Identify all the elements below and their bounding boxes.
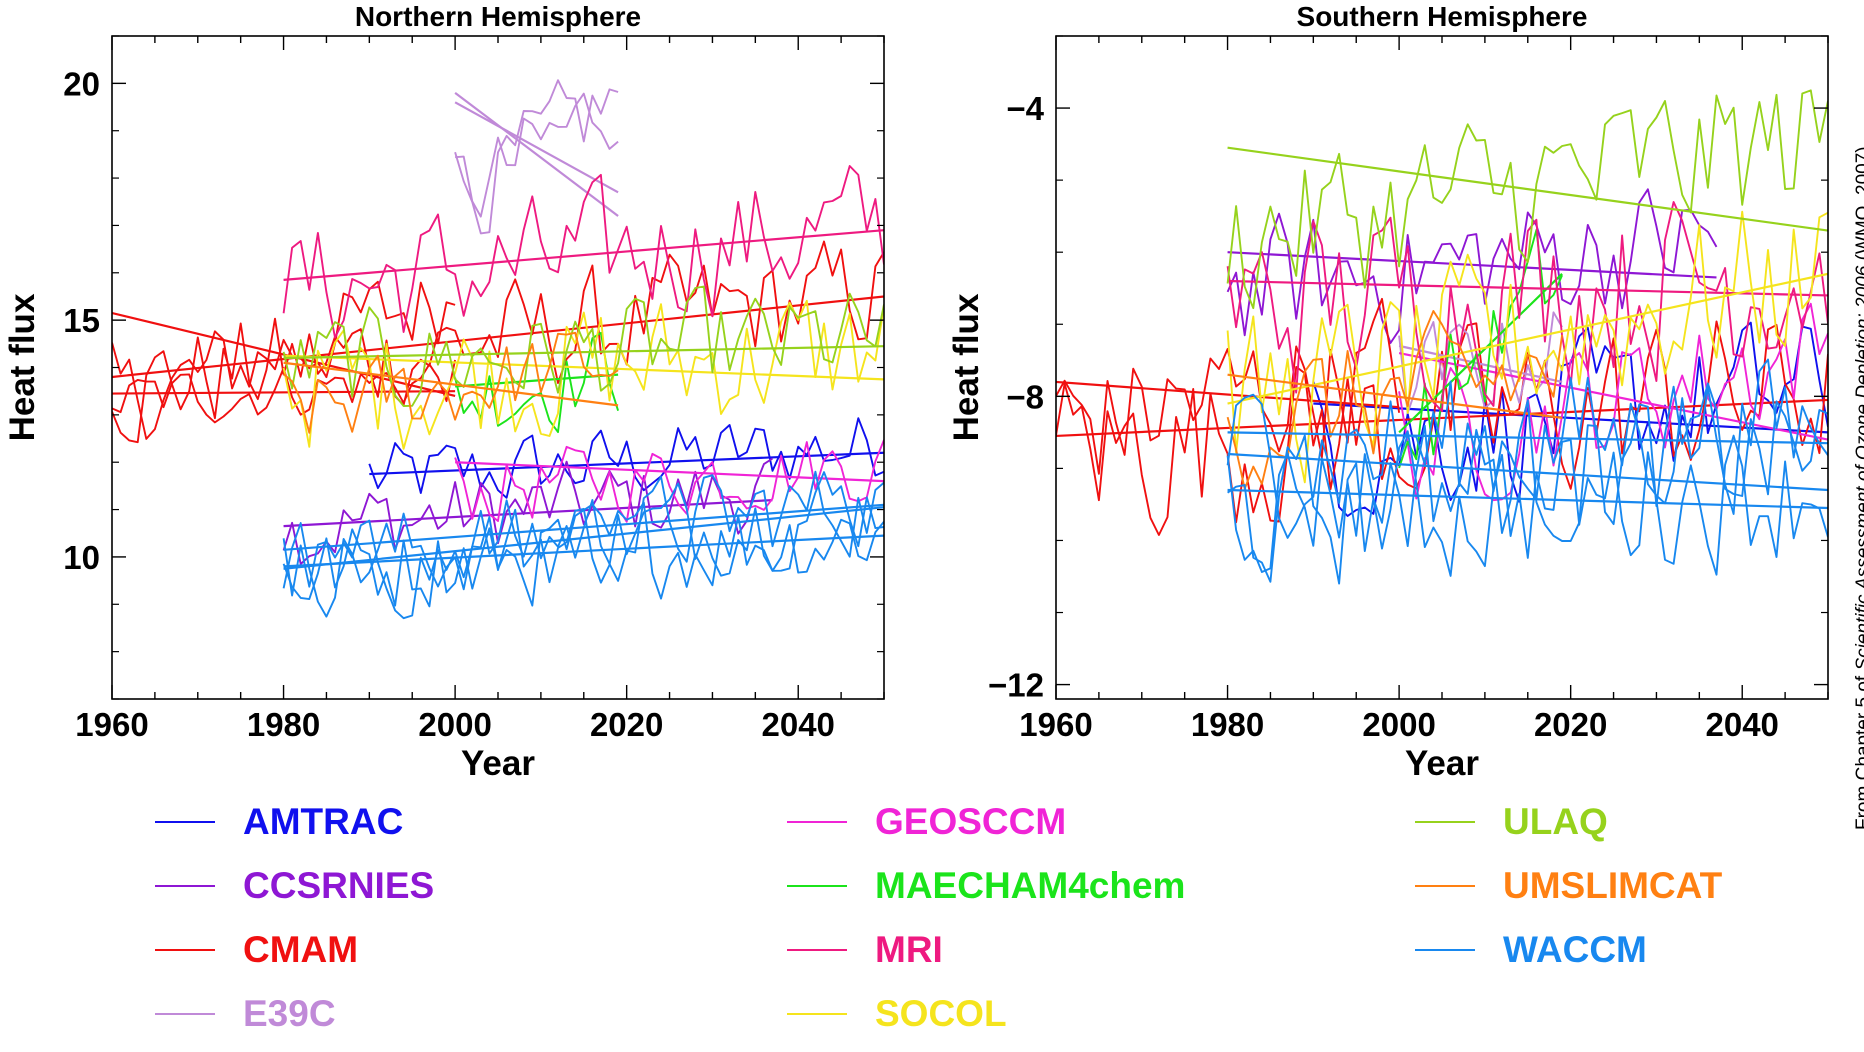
trend-line-amtrac <box>369 451 884 476</box>
legend-label: UMSLIMCAT <box>1503 865 1723 906</box>
series-group <box>1056 89 1828 585</box>
trend-line-cmam <box>112 390 456 395</box>
legend-label: MAECHAM4chem <box>875 865 1186 906</box>
x-tick-label: 2000 <box>1362 706 1435 743</box>
legend-swatch <box>155 1013 215 1015</box>
trend-line-waccm <box>1227 488 1828 510</box>
trend-line-mri <box>283 229 884 281</box>
legend-swatch <box>1415 821 1475 823</box>
series-line-waccm <box>1226 382 1828 573</box>
x-tick-label: 2020 <box>1534 706 1607 743</box>
x-tick-label: 2040 <box>1706 706 1779 743</box>
legend-swatch <box>155 821 215 823</box>
trend-line-ulaq <box>283 345 884 360</box>
x-axis-label: Year <box>1405 744 1479 783</box>
credit-prefix: From Chapter 5 of <box>1853 675 1864 830</box>
chart-title: Southern Hemisphere <box>1297 1 1588 32</box>
trend-line-cmam <box>112 295 884 379</box>
trend-line-geosccm <box>1398 352 1828 441</box>
legend-label: CCSRNIES <box>243 865 435 906</box>
x-tick-label: 2000 <box>418 706 491 743</box>
series-line-cmam <box>112 240 884 444</box>
legend: AMTRAC CCSRNIES CMAM E39C GEOSCCM MAECHAM4che… <box>0 780 1864 1052</box>
credit-italic: Scientific Assessment of Ozone Depletion… <box>1853 265 1864 671</box>
trend-line-e39c <box>454 101 619 194</box>
legend-swatch <box>787 1013 847 1015</box>
series-line-amtrac <box>368 417 884 499</box>
trend-line-waccm <box>1227 431 1828 445</box>
trend-line-e39c <box>454 91 619 217</box>
y-tick-label: 20 <box>63 65 100 102</box>
figure-credit: From Chapter 5 of Scientific Assessment … <box>1827 30 1864 830</box>
trend-line-waccm <box>1227 452 1828 492</box>
y-tick-label: −4 <box>1006 90 1044 127</box>
legend-label: AMTRAC <box>243 801 404 842</box>
x-tick-label: 1980 <box>247 706 320 743</box>
series-line-cmam <box>112 280 456 440</box>
trend-line-cmam <box>1056 398 1828 438</box>
legend-swatch <box>787 949 847 951</box>
x-tick-label: 2040 <box>762 706 835 743</box>
series-line-e39c <box>455 92 619 218</box>
trend-line-e39c <box>1398 344 1563 383</box>
x-tick-label: 1960 <box>1019 706 1092 743</box>
legend-swatch <box>155 885 215 887</box>
legend-swatch <box>787 821 847 823</box>
trend-line-maecham4chem <box>1398 273 1563 434</box>
chart-panel-1: 1960 1980 2000 2020 2040 10 15 20 Northern Hemis… <box>3 1 885 783</box>
chart-panel-2: 1960 1980 2000 2020 2040 −12 −8 −4 Southern Hemi… <box>947 1 1829 783</box>
trend-line-ccsrnies <box>283 499 773 528</box>
legend-swatch <box>1415 885 1475 887</box>
trend-line-ulaq <box>1227 146 1828 232</box>
legend-swatch <box>1415 949 1475 951</box>
legend-swatch <box>787 885 847 887</box>
trend-line-waccm <box>283 506 884 570</box>
series-line-socol <box>282 299 884 450</box>
y-tick-label: −12 <box>988 667 1044 704</box>
legend-label: GEOSCCM <box>875 801 1067 842</box>
series-line-geosccm <box>1398 302 1828 502</box>
trend-line-waccm <box>283 503 884 551</box>
trend-line-socol <box>1227 272 1828 405</box>
x-axis-label: Year <box>461 744 535 783</box>
y-tick-label: 15 <box>63 302 100 339</box>
trend-line-umslimcat <box>283 361 619 407</box>
trend-line-umslimcat <box>1227 373 1563 420</box>
legend-label: E39C <box>243 993 336 1034</box>
series-line-socol <box>1226 210 1828 484</box>
series-line-cmam <box>1056 297 1401 475</box>
series-line-e39c <box>454 79 619 235</box>
series-line-ulaq <box>282 285 884 407</box>
series-line-geosccm <box>454 439 884 523</box>
y-tick-label: 10 <box>63 539 100 576</box>
y-tick-label: −8 <box>1006 378 1044 415</box>
legend-label: WACCM <box>1503 929 1647 970</box>
series-line-cmam <box>1056 320 1828 536</box>
y-axis-label: Heat flux <box>3 293 42 441</box>
x-tick-label: 1980 <box>1191 706 1264 743</box>
x-tick-label: 2020 <box>590 706 663 743</box>
x-tick-label: 1960 <box>75 706 148 743</box>
legend-swatch <box>155 949 215 951</box>
credit-suffix: (WMO, 2007). <box>1853 141 1864 261</box>
series-group <box>112 79 884 620</box>
legend-label: MRI <box>875 929 943 970</box>
y-axis-label: Heat flux <box>947 293 986 441</box>
series-line-waccm <box>282 471 884 608</box>
trend-line-cmam <box>1056 380 1400 409</box>
trend-line-waccm <box>283 534 884 568</box>
legend-label: SOCOL <box>875 993 1007 1034</box>
series-line-waccm <box>1227 430 1828 585</box>
series-line-ccsrnies <box>1226 188 1718 344</box>
trend-line-geosccm <box>455 461 884 483</box>
trend-line-maecham4chem <box>455 373 619 388</box>
series-line-mri <box>1226 201 1828 413</box>
trend-line-mri <box>1227 279 1828 297</box>
legend-label: ULAQ <box>1503 801 1608 842</box>
legend-label: CMAM <box>243 929 359 970</box>
series-line-umslimcat <box>282 331 619 434</box>
chart-title: Northern Hemisphere <box>355 1 641 32</box>
series-line-ulaq <box>1226 89 1828 310</box>
